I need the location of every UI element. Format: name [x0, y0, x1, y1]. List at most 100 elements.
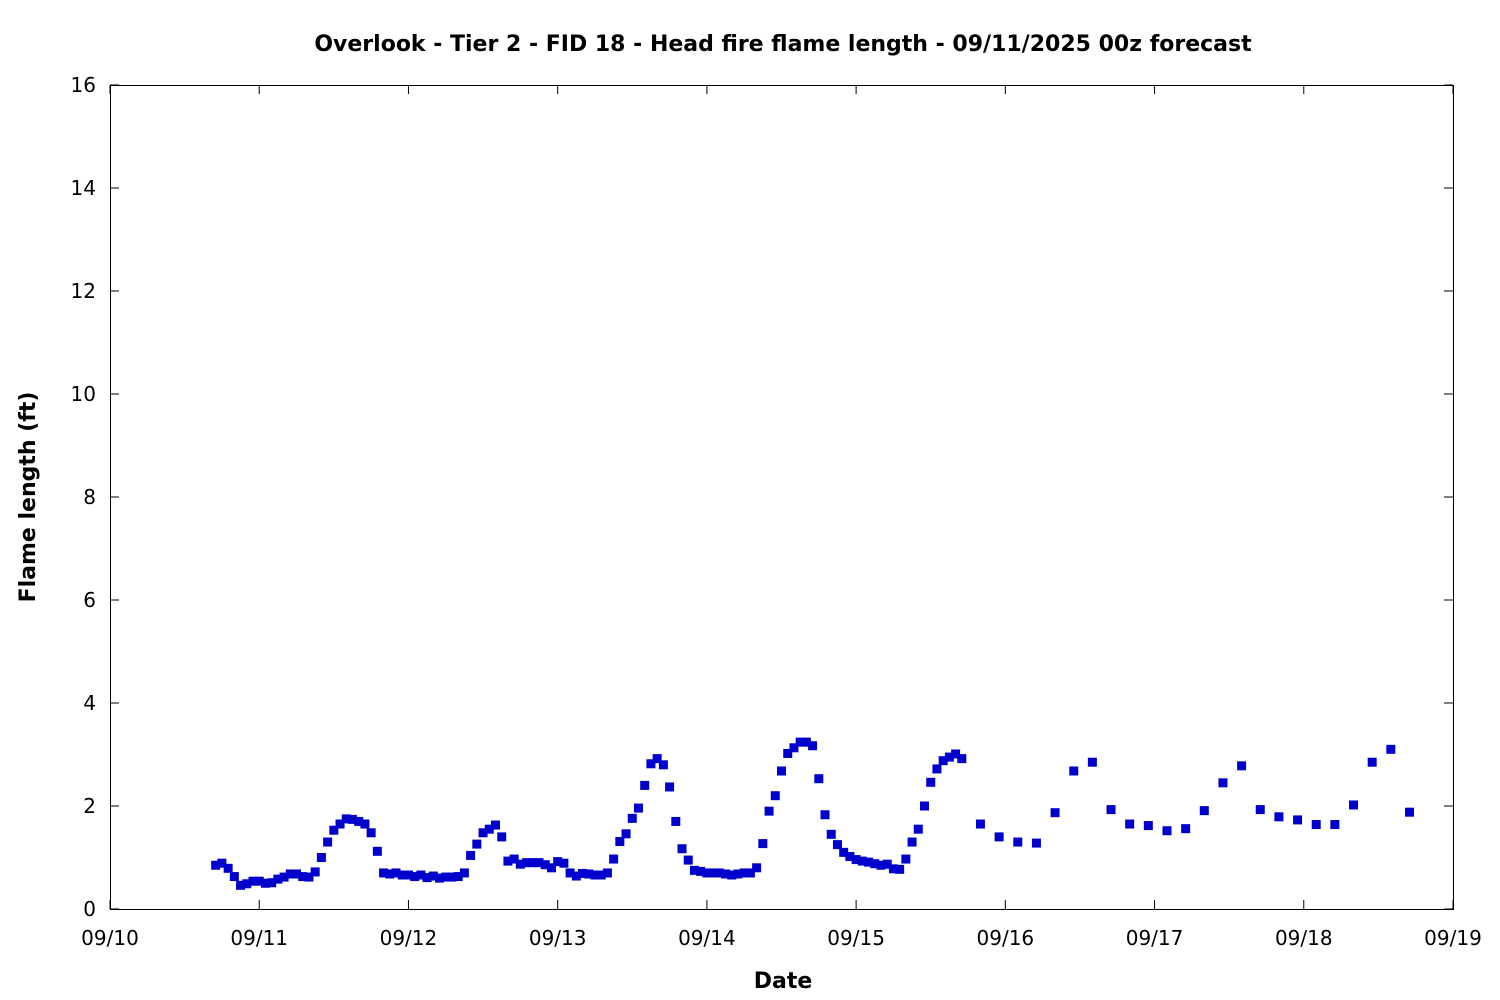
y-tick-label: 2 — [83, 794, 96, 818]
x-tick-label: 09/10 — [81, 926, 139, 950]
data-point — [876, 860, 886, 870]
data-point — [391, 868, 401, 878]
data-point — [808, 741, 818, 751]
data-point — [646, 759, 656, 769]
data-point — [770, 791, 780, 801]
x-tick-label: 09/16 — [977, 926, 1035, 950]
data-point — [1349, 800, 1359, 810]
data-point — [633, 803, 643, 813]
data-point — [888, 864, 898, 874]
data-point — [441, 872, 451, 882]
data-point — [683, 855, 693, 865]
x-tick-label: 09/13 — [529, 926, 587, 950]
data-point — [602, 868, 612, 878]
data-point — [764, 806, 774, 816]
data-point — [1237, 761, 1247, 771]
data-point — [901, 854, 911, 864]
data-point — [696, 866, 706, 876]
data-point — [534, 858, 544, 868]
data-point — [1293, 815, 1303, 825]
y-tick-label: 14 — [71, 176, 96, 200]
data-point — [341, 814, 351, 824]
data-point — [839, 847, 849, 857]
data-point — [1143, 821, 1153, 831]
y-tick-label: 6 — [83, 588, 96, 612]
data-point — [490, 820, 500, 830]
data-point — [1274, 812, 1284, 822]
data-point — [559, 858, 569, 868]
data-points — [211, 737, 1414, 890]
data-point — [745, 868, 755, 878]
data-point — [335, 819, 345, 829]
data-point — [422, 873, 432, 883]
data-point — [1255, 805, 1265, 815]
data-point — [366, 828, 376, 838]
data-point — [795, 737, 805, 747]
data-point — [714, 868, 724, 878]
data-point — [702, 868, 712, 878]
y-axis-ticks: 0 2 4 6 8 10 12 14 16 — [71, 73, 1453, 921]
chart-title: Overlook - Tier 2 - FID 18 - Head fire f… — [314, 32, 1252, 57]
data-point — [478, 828, 488, 838]
data-point — [820, 810, 830, 820]
data-point — [578, 868, 588, 878]
data-point — [285, 869, 295, 879]
data-point — [1013, 837, 1023, 847]
data-point — [248, 876, 258, 886]
x-axis-ticks: 09/10 09/11 09/12 09/13 09/14 09/15 09/16 09/17… — [81, 85, 1482, 950]
data-point — [640, 780, 650, 790]
data-point — [472, 839, 482, 849]
data-point — [752, 863, 762, 873]
data-point — [870, 859, 880, 869]
data-point — [975, 819, 985, 829]
data-point — [615, 837, 625, 847]
data-point — [938, 756, 948, 766]
data-point — [509, 854, 519, 864]
data-point — [665, 782, 675, 792]
data-point — [260, 878, 270, 888]
data-point — [298, 872, 308, 882]
data-point — [777, 766, 786, 776]
data-point — [584, 869, 594, 879]
data-point — [1069, 766, 1079, 776]
data-point — [546, 863, 556, 873]
data-point — [410, 872, 420, 882]
data-point — [236, 880, 246, 890]
data-point — [565, 868, 575, 878]
data-point — [279, 872, 289, 882]
data-point — [1367, 757, 1377, 767]
data-point — [1181, 824, 1191, 834]
data-point — [528, 858, 538, 868]
data-point — [379, 868, 389, 878]
data-point — [1199, 806, 1209, 816]
x-tick-label: 09/17 — [1126, 926, 1184, 950]
data-point — [733, 869, 743, 879]
data-point — [435, 873, 445, 883]
data-point — [658, 760, 668, 770]
data-point — [1311, 820, 1321, 830]
data-point — [1106, 805, 1116, 815]
data-point — [211, 860, 221, 870]
data-point — [739, 868, 749, 878]
data-point — [553, 857, 563, 867]
data-point — [515, 859, 525, 869]
data-point — [347, 814, 357, 824]
x-tick-label: 09/11 — [230, 926, 288, 950]
data-point — [882, 859, 892, 869]
data-point — [428, 871, 438, 881]
data-point — [304, 872, 314, 882]
data-point — [267, 878, 277, 888]
data-point — [310, 867, 320, 877]
data-point — [1386, 744, 1396, 754]
x-tick-label: 09/14 — [678, 926, 736, 950]
y-tick-label: 10 — [71, 382, 96, 406]
x-tick-label: 09/12 — [380, 926, 438, 950]
data-point — [609, 854, 619, 864]
data-point — [223, 863, 233, 873]
data-point — [671, 816, 681, 826]
data-point — [329, 825, 339, 835]
y-tick-label: 8 — [83, 485, 96, 509]
data-point — [397, 870, 407, 880]
data-point — [832, 840, 842, 850]
